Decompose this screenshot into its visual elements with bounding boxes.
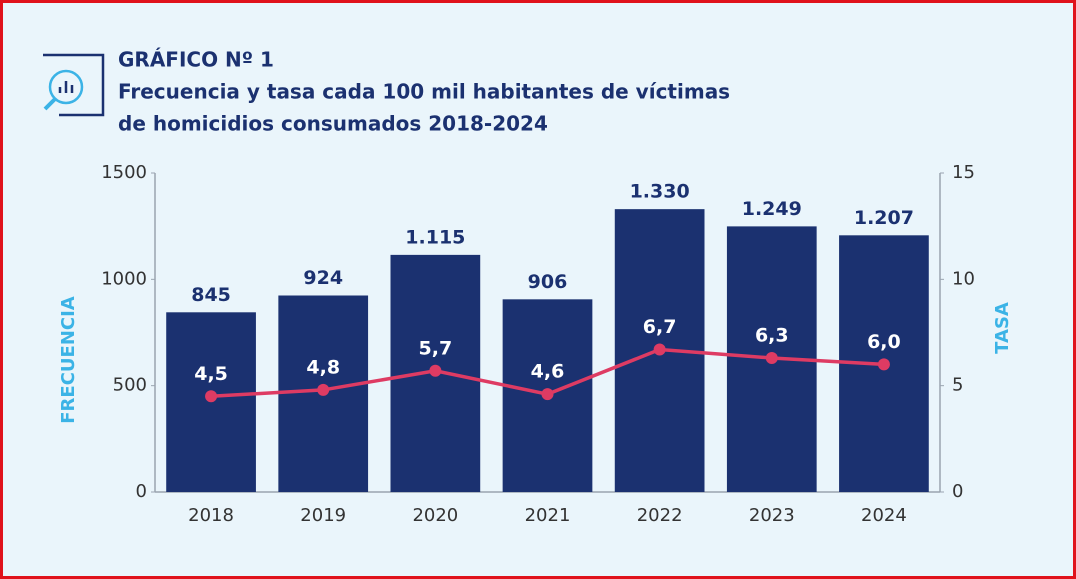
x-tick-label: 2021 [525,505,571,526]
chart: GRÁFICO Nº 1 Frecuencia y tasa cada 100 … [43,48,1013,526]
line-point [205,390,218,403]
bar-value-label: 1.249 [742,198,802,220]
y-tick-label: 1500 [101,162,147,183]
y-tick-label: 1000 [101,268,147,289]
chart-subtitle: Frecuencia y tasa cada 100 mil habitante… [118,80,730,104]
line-value-label: 4,8 [306,356,340,378]
x-tick-label: 2018 [188,505,234,526]
bar-value-label: 1.207 [854,207,914,229]
bar-value-label: 924 [303,267,343,289]
x-tick-label: 2019 [300,505,346,526]
line-value-label: 6,3 [755,325,789,347]
y-axis-label: FRECUENCIA [58,296,79,424]
x-tick-label: 2020 [412,505,458,526]
line-point [877,358,890,371]
line-point [653,343,666,356]
y-tick-label: 500 [113,375,147,396]
bar-value-label: 1.330 [630,181,690,203]
y2-tick-label: 5 [952,375,963,396]
y2-tick-label: 0 [952,481,963,502]
y2-tick-label: 15 [952,162,975,183]
line-value-label: 6,0 [867,331,901,353]
chart-icon [43,53,105,117]
bar-value-label: 1.115 [405,226,465,248]
line-point [541,388,554,401]
chart-title: GRÁFICO Nº 1 [118,48,274,72]
line-point [429,364,442,377]
line-value-label: 4,6 [531,361,565,383]
chart-subtitle: de homicidios consumados 2018-2024 [118,112,548,136]
x-tick-label: 2022 [637,505,683,526]
line-value-label: 4,5 [194,363,228,385]
line-value-label: 5,7 [419,337,453,359]
bar-value-label: 906 [528,271,568,293]
y-tick-label: 0 [136,481,147,502]
line-point [317,383,330,396]
line-value-label: 6,7 [643,316,677,338]
y2-tick-label: 10 [952,268,975,289]
x-tick-label: 2023 [749,505,795,526]
line-point [765,352,778,365]
x-tick-label: 2024 [861,505,907,526]
y2-axis-label: TASA [992,302,1013,354]
bar-value-label: 845 [191,284,231,306]
